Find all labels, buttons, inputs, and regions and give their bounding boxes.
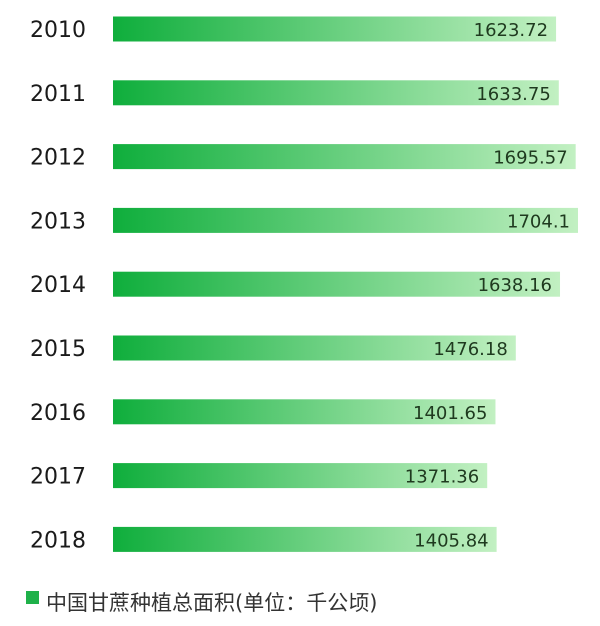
- category-label-2016: 2016: [30, 401, 86, 426]
- category-label-2010: 2010: [30, 18, 86, 43]
- category-label-2015: 2015: [30, 337, 86, 362]
- category-label-2014: 2014: [30, 273, 86, 298]
- data-label-2013: 1704.1: [507, 211, 570, 232]
- bar-row-2013: 2013 1704.1: [30, 207, 578, 234]
- bar-2013: [113, 207, 578, 233]
- bar-row-2016: 2016 1401.65: [30, 399, 496, 426]
- legend-label: 中国甘蔗种植总面积(单位：千公顷): [46, 591, 377, 615]
- bars-layer: 2010 1623.72 2011 1633.75 2012 1695.57 2013 170…: [30, 16, 578, 553]
- bar-row-2018: 2018 1405.84: [30, 526, 497, 553]
- data-label-2011: 1633.75: [476, 84, 550, 105]
- bar-2011: [113, 80, 559, 106]
- legend: 中国甘蔗种植总面积(单位：千公顷): [26, 591, 377, 615]
- category-label-2017: 2017: [30, 465, 86, 490]
- data-label-2016: 1401.65: [413, 403, 487, 424]
- category-label-2012: 2012: [30, 146, 86, 171]
- legend-swatch: [26, 591, 39, 604]
- data-label-2012: 1695.57: [493, 148, 567, 169]
- bar-2015: [113, 335, 516, 361]
- data-label-2018: 1405.84: [414, 530, 488, 551]
- bar-2016: [113, 399, 496, 425]
- data-label-2015: 1476.18: [433, 339, 507, 360]
- bar-row-2015: 2015 1476.18: [30, 335, 516, 362]
- category-label-2013: 2013: [30, 209, 86, 234]
- bar-row-2010: 2010 1623.72: [30, 16, 557, 43]
- bar-row-2017: 2017 1371.36: [30, 463, 488, 490]
- bar-2010: [113, 16, 557, 42]
- bar-2012: [113, 144, 576, 170]
- category-label-2018: 2018: [30, 528, 86, 553]
- bar-2018: [113, 526, 497, 552]
- data-label-2017: 1371.36: [405, 467, 479, 488]
- bar-2017: [113, 463, 488, 489]
- category-label-2011: 2011: [30, 82, 86, 107]
- data-label-2010: 1623.72: [474, 20, 548, 41]
- bar-row-2014: 2014 1638.16: [30, 271, 561, 298]
- bar-row-2011: 2011 1633.75: [30, 80, 559, 107]
- bar-row-2012: 2012 1695.57: [30, 144, 576, 171]
- bar-2014: [113, 271, 561, 297]
- data-label-2014: 1638.16: [478, 275, 552, 296]
